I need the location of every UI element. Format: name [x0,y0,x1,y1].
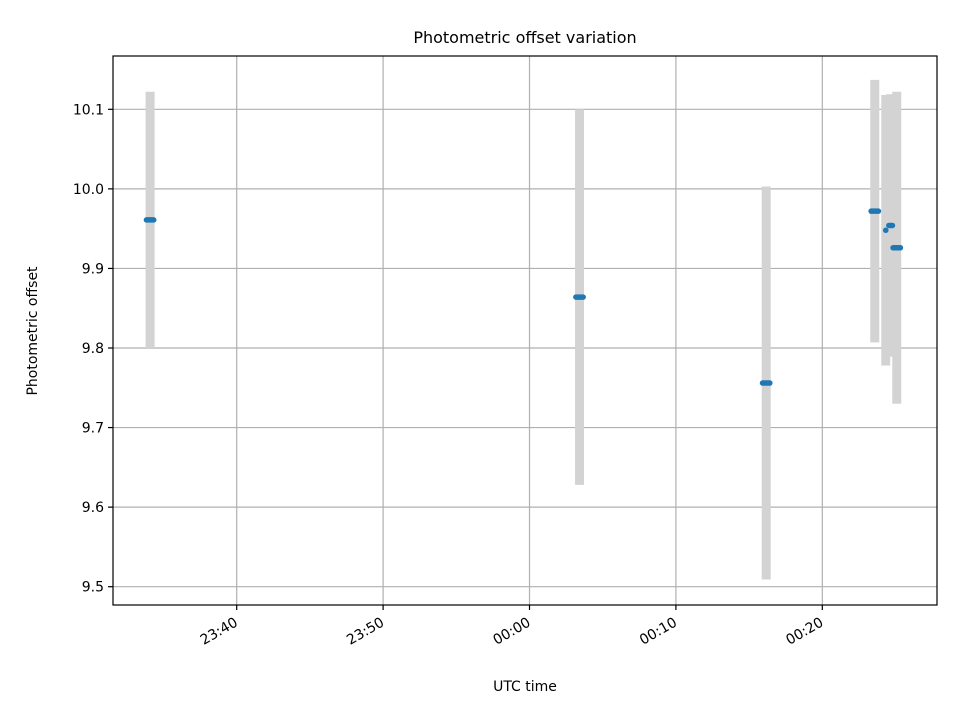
grid [113,56,937,605]
y-tick-label: 9.7 [82,421,104,437]
y-tick-label: 9.8 [82,341,104,357]
y-axis-ticks: 9.5 9.6 9.7 9.8 9.9 10.0 10.1 [73,102,113,596]
y-tick-label: 10.0 [73,182,104,198]
x-axis-label: UTC time [493,679,557,695]
data-points [143,208,904,386]
plot-frame [112,55,938,606]
y-axis-label: Photometric offset [25,266,41,396]
y-tick-label: 9.5 [82,580,104,596]
data-point [882,227,889,234]
y-tick-label: 9.6 [82,500,104,516]
chart-title: Photometric offset variation [413,28,636,47]
y-tick-label: 9.9 [82,261,104,277]
y-tick-label: 10.1 [73,102,104,118]
